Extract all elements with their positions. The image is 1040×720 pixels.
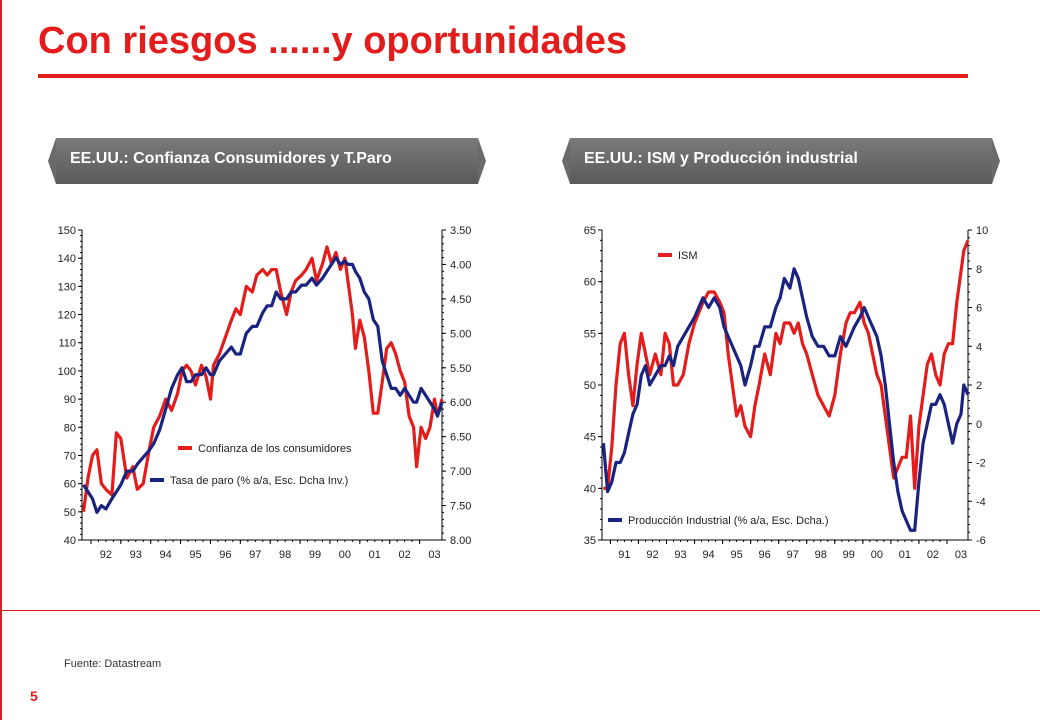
right-tick-label: 5.50	[450, 363, 471, 375]
x-tick-label: 03	[955, 549, 967, 561]
left-tick-label: 130	[58, 281, 76, 293]
left-tick-label: 50	[584, 380, 596, 392]
x-tick-label: 92	[646, 549, 658, 561]
right-tick-label: 8.00	[450, 535, 471, 547]
x-tick-label: 91	[618, 549, 630, 561]
x-tick-label: 95	[189, 549, 201, 561]
x-tick-label: 97	[787, 549, 799, 561]
left-frame-line	[0, 0, 2, 720]
right-tick-label: 6.50	[450, 432, 471, 444]
x-tick-label: 00	[871, 549, 883, 561]
x-tick-label: 94	[160, 549, 172, 561]
right-tick-label: 6.00	[450, 397, 471, 409]
x-tick-label: 03	[428, 549, 440, 561]
x-tick-label: 98	[279, 549, 291, 561]
x-tick-label: 96	[759, 549, 771, 561]
left-tick-label: 150	[58, 225, 76, 237]
chart2-header: EE.UU.: ISM y Producción industrial	[562, 138, 1000, 184]
right-tick-label: -2	[976, 458, 986, 470]
chart1-header: EE.UU.: Confianza Consumidores y T.Paro	[48, 138, 486, 184]
left-tick-label: 100	[58, 366, 76, 378]
legend-label: Confianza de los consumidores	[198, 443, 352, 455]
left-tick-label: 45	[584, 432, 596, 444]
left-tick-label: 90	[64, 394, 76, 406]
x-tick-label: 02	[399, 549, 411, 561]
header-right-bevel	[992, 138, 1000, 184]
series-line-left	[603, 239, 970, 490]
left-tick-label: 70	[64, 450, 76, 462]
left-tick-label: 40	[64, 535, 76, 547]
x-tick-label: 96	[219, 549, 231, 561]
right-tick-label: 0	[976, 419, 982, 431]
footer-divider	[0, 610, 1040, 611]
legend-label: Tasa de paro (% a/a, Esc. Dcha Inv.)	[170, 475, 348, 487]
legend-label: Producción Industrial (% a/a, Esc. Dcha.…	[628, 515, 829, 527]
right-tick-label: -4	[976, 496, 986, 508]
left-tick-label: 50	[64, 507, 76, 519]
right-tick-label: 6	[976, 303, 982, 315]
left-tick-label: 60	[584, 277, 596, 289]
right-tick-label: 4	[976, 341, 982, 353]
series-line-right	[82, 256, 444, 514]
header-bar	[56, 138, 478, 184]
x-tick-label: 02	[927, 549, 939, 561]
right-tick-label: 10	[976, 225, 988, 237]
right-tick-label: 7.50	[450, 501, 471, 513]
x-tick-label: 97	[249, 549, 261, 561]
right-tick-label: 4.00	[450, 259, 471, 271]
x-tick-label: 92	[100, 549, 112, 561]
left-tick-label: 35	[584, 535, 596, 547]
left-tick-label: 80	[64, 422, 76, 434]
chart1-title: EE.UU.: Confianza Consumidores y T.Paro	[70, 150, 392, 167]
header-left-bevel	[562, 138, 570, 184]
x-tick-label: 01	[899, 549, 911, 561]
right-tick-label: 2	[976, 380, 982, 392]
left-tick-label: 120	[58, 310, 76, 322]
right-tick-label: -6	[976, 535, 986, 547]
source-note: Fuente: Datastream	[64, 658, 162, 670]
left-tick-label: 110	[58, 338, 76, 350]
x-tick-label: 01	[369, 549, 381, 561]
chart2-title: EE.UU.: ISM y Producción industrial	[584, 150, 858, 167]
x-tick-label: 99	[309, 549, 321, 561]
title-underline	[38, 74, 968, 78]
x-tick-label: 93	[130, 549, 142, 561]
series-line-left	[81, 245, 444, 513]
right-tick-label: 8	[976, 264, 982, 276]
x-tick-label: 00	[339, 549, 351, 561]
left-tick-label: 40	[584, 483, 596, 495]
x-tick-label: 98	[815, 549, 827, 561]
right-tick-label: 7.00	[450, 466, 471, 478]
header-right-bevel	[478, 138, 486, 184]
left-tick-label: 60	[64, 479, 76, 491]
right-tick-label: 5.00	[450, 328, 471, 340]
header-left-bevel	[48, 138, 56, 184]
left-tick-label: 65	[584, 225, 596, 237]
x-tick-label: 99	[843, 549, 855, 561]
x-tick-label: 94	[702, 549, 714, 561]
x-tick-label: 95	[730, 549, 742, 561]
left-tick-label: 140	[58, 253, 76, 265]
page-title: Con riesgos ......y oportunidades	[38, 20, 628, 62]
page-number: 5	[30, 688, 38, 704]
right-tick-label: 3.50	[450, 225, 471, 237]
right-tick-label: 4.50	[450, 294, 471, 306]
x-tick-label: 93	[674, 549, 686, 561]
left-tick-label: 55	[584, 328, 596, 340]
header-bar	[570, 138, 992, 184]
series-line-right	[601, 267, 970, 532]
chart1-consumer-confidence-unemployment: 40 50 60 70 80 90 100 110 120 130 140 150 3.50 4.00 4.…	[58, 225, 472, 561]
legend-label: ISM	[678, 250, 698, 262]
